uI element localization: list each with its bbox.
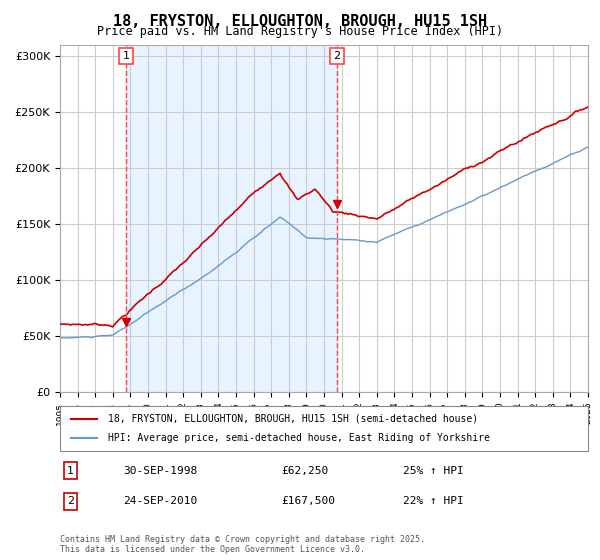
Text: 2: 2 (333, 51, 340, 61)
Text: 22% ↑ HPI: 22% ↑ HPI (403, 497, 464, 506)
Bar (126, 45, 337, 392)
Text: 24-SEP-2010: 24-SEP-2010 (124, 497, 197, 506)
Text: 1: 1 (67, 465, 74, 475)
FancyBboxPatch shape (60, 406, 588, 451)
Text: 18, FRYSTON, ELLOUGHTON, BROUGH, HU15 1SH (semi-detached house): 18, FRYSTON, ELLOUGHTON, BROUGH, HU15 1S… (107, 413, 478, 423)
Text: Contains HM Land Registry data © Crown copyright and database right 2025.
This d: Contains HM Land Registry data © Crown c… (60, 535, 425, 554)
Text: 1: 1 (122, 51, 130, 61)
Text: 2: 2 (67, 497, 74, 506)
Text: £167,500: £167,500 (282, 497, 336, 506)
Text: £62,250: £62,250 (282, 465, 329, 475)
Text: 30-SEP-1998: 30-SEP-1998 (124, 465, 197, 475)
Text: 18, FRYSTON, ELLOUGHTON, BROUGH, HU15 1SH: 18, FRYSTON, ELLOUGHTON, BROUGH, HU15 1S… (113, 14, 487, 29)
Text: HPI: Average price, semi-detached house, East Riding of Yorkshire: HPI: Average price, semi-detached house,… (107, 433, 490, 444)
Text: Price paid vs. HM Land Registry's House Price Index (HPI): Price paid vs. HM Land Registry's House … (97, 25, 503, 38)
Text: 25% ↑ HPI: 25% ↑ HPI (403, 465, 464, 475)
